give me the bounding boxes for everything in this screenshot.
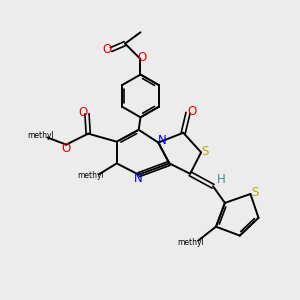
Text: O: O (79, 106, 88, 119)
Text: H: H (217, 173, 226, 186)
Text: O: O (137, 51, 146, 64)
Text: O: O (61, 142, 71, 155)
Text: N: N (134, 172, 143, 185)
Text: S: S (251, 186, 258, 199)
Text: S: S (202, 145, 209, 158)
Text: O: O (103, 43, 112, 56)
Text: methyl: methyl (177, 238, 204, 247)
Text: N: N (158, 134, 167, 147)
Text: O: O (188, 105, 197, 118)
Text: methyl: methyl (28, 131, 54, 140)
Text: methyl: methyl (77, 171, 104, 180)
